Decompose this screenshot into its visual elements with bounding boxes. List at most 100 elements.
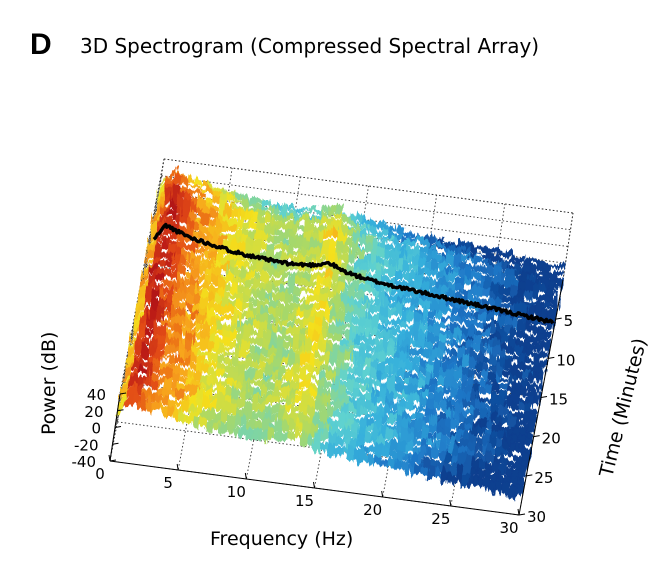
surface-cell	[232, 412, 243, 429]
surface-cell	[399, 320, 408, 330]
surface-cell	[191, 414, 201, 430]
frequency-tick	[449, 499, 452, 507]
surface-cell	[346, 444, 356, 462]
surface-cell	[505, 386, 515, 394]
surface-cell	[286, 431, 296, 441]
frequency-tick-label: 5	[163, 474, 173, 492]
surface-cell	[528, 301, 538, 307]
surface-cell	[212, 301, 223, 314]
box-edge	[119, 158, 165, 395]
frequency-tick	[313, 481, 315, 489]
surface-cell	[473, 257, 483, 266]
surface-cell	[192, 190, 201, 195]
time-tick	[540, 396, 548, 398]
surface-cell	[311, 375, 320, 386]
surface-cell	[486, 262, 495, 277]
time-tick-label: 10	[556, 351, 575, 369]
surface-cell	[386, 307, 397, 319]
surface-cell	[261, 346, 270, 359]
surface-cell	[414, 347, 424, 357]
surface-cell	[201, 363, 211, 375]
panel-letter: D	[30, 28, 52, 61]
surface-cell	[177, 409, 187, 424]
surface-cell	[198, 263, 208, 275]
time-tick	[555, 317, 562, 320]
surface-cell	[494, 478, 504, 498]
surface-cell	[393, 457, 403, 471]
surface-cell	[531, 399, 541, 406]
time-tick	[548, 356, 555, 359]
surface-cell	[523, 290, 533, 302]
surface-cell	[171, 404, 181, 424]
time-tick-label: 5	[564, 312, 574, 330]
surface-cell	[195, 283, 205, 290]
surface-cell	[506, 342, 515, 355]
surface-cell	[161, 355, 170, 360]
surface-cell	[186, 183, 195, 190]
frequency-tick	[381, 490, 384, 498]
chart-title: 3D Spectrogram (Compressed Spectral Arra…	[80, 34, 539, 58]
surface-cell	[277, 218, 286, 230]
time-tick	[518, 513, 526, 516]
surface-cell	[468, 356, 478, 370]
surface-cell	[180, 176, 189, 189]
power-tick-label: -40	[72, 453, 97, 471]
surface-cell	[516, 473, 525, 487]
z-axis-label: Power (dB)	[38, 332, 60, 435]
surface-cell	[489, 248, 499, 255]
surface-cell	[370, 289, 379, 299]
surface-cell	[217, 421, 228, 435]
surface-cell	[291, 293, 300, 305]
surface-cell	[285, 245, 296, 258]
surface-cell	[403, 296, 412, 304]
surface-cell	[400, 459, 410, 476]
surface-cell	[388, 225, 398, 233]
surface-cell	[138, 392, 148, 412]
surface-cell	[412, 355, 422, 365]
surface-cell	[555, 268, 565, 275]
surface-cell	[300, 288, 309, 294]
surface-cell	[368, 297, 377, 305]
surface-cell	[225, 350, 234, 355]
surface-cell	[391, 316, 402, 328]
surface-cell	[411, 437, 421, 446]
surface-cell	[189, 199, 198, 212]
surface-cell	[454, 428, 465, 442]
surface-cell	[404, 400, 414, 410]
surface-cell	[366, 450, 376, 469]
surface-cell	[528, 262, 538, 270]
surface-cell	[177, 261, 187, 275]
surface-cell	[262, 299, 272, 306]
surface-cell	[530, 257, 539, 265]
surface-cell	[509, 260, 518, 266]
surface-cell	[543, 330, 554, 341]
power-tick-label: 0	[91, 420, 101, 438]
frequency-tick-label: 10	[227, 483, 246, 501]
surface-cell	[534, 384, 544, 393]
frequency-tick-label: 0	[95, 465, 105, 483]
surface-cell	[272, 429, 283, 442]
surface-cell	[252, 425, 262, 443]
power-tick-label: -20	[74, 436, 99, 454]
surface-cell	[292, 286, 302, 298]
surface-cell	[179, 399, 190, 414]
surface-cell	[145, 394, 154, 414]
surface-cell	[475, 253, 484, 257]
surface-cell	[505, 457, 515, 468]
surface-cell	[279, 432, 289, 442]
surface-cell	[308, 279, 317, 288]
surface-cell	[393, 268, 404, 280]
surface-cell	[161, 278, 170, 289]
x-axis-label: Frequency (Hz)	[210, 528, 353, 550]
time-tick	[533, 435, 540, 438]
time-tick-label: 25	[534, 469, 553, 487]
surface-cell	[496, 247, 505, 258]
surface-cell	[154, 313, 164, 325]
power-tick	[112, 442, 119, 445]
surface-cell	[539, 350, 549, 360]
surface-cell	[441, 356, 450, 363]
surface-cell	[313, 438, 322, 454]
surface-cell	[500, 377, 510, 382]
